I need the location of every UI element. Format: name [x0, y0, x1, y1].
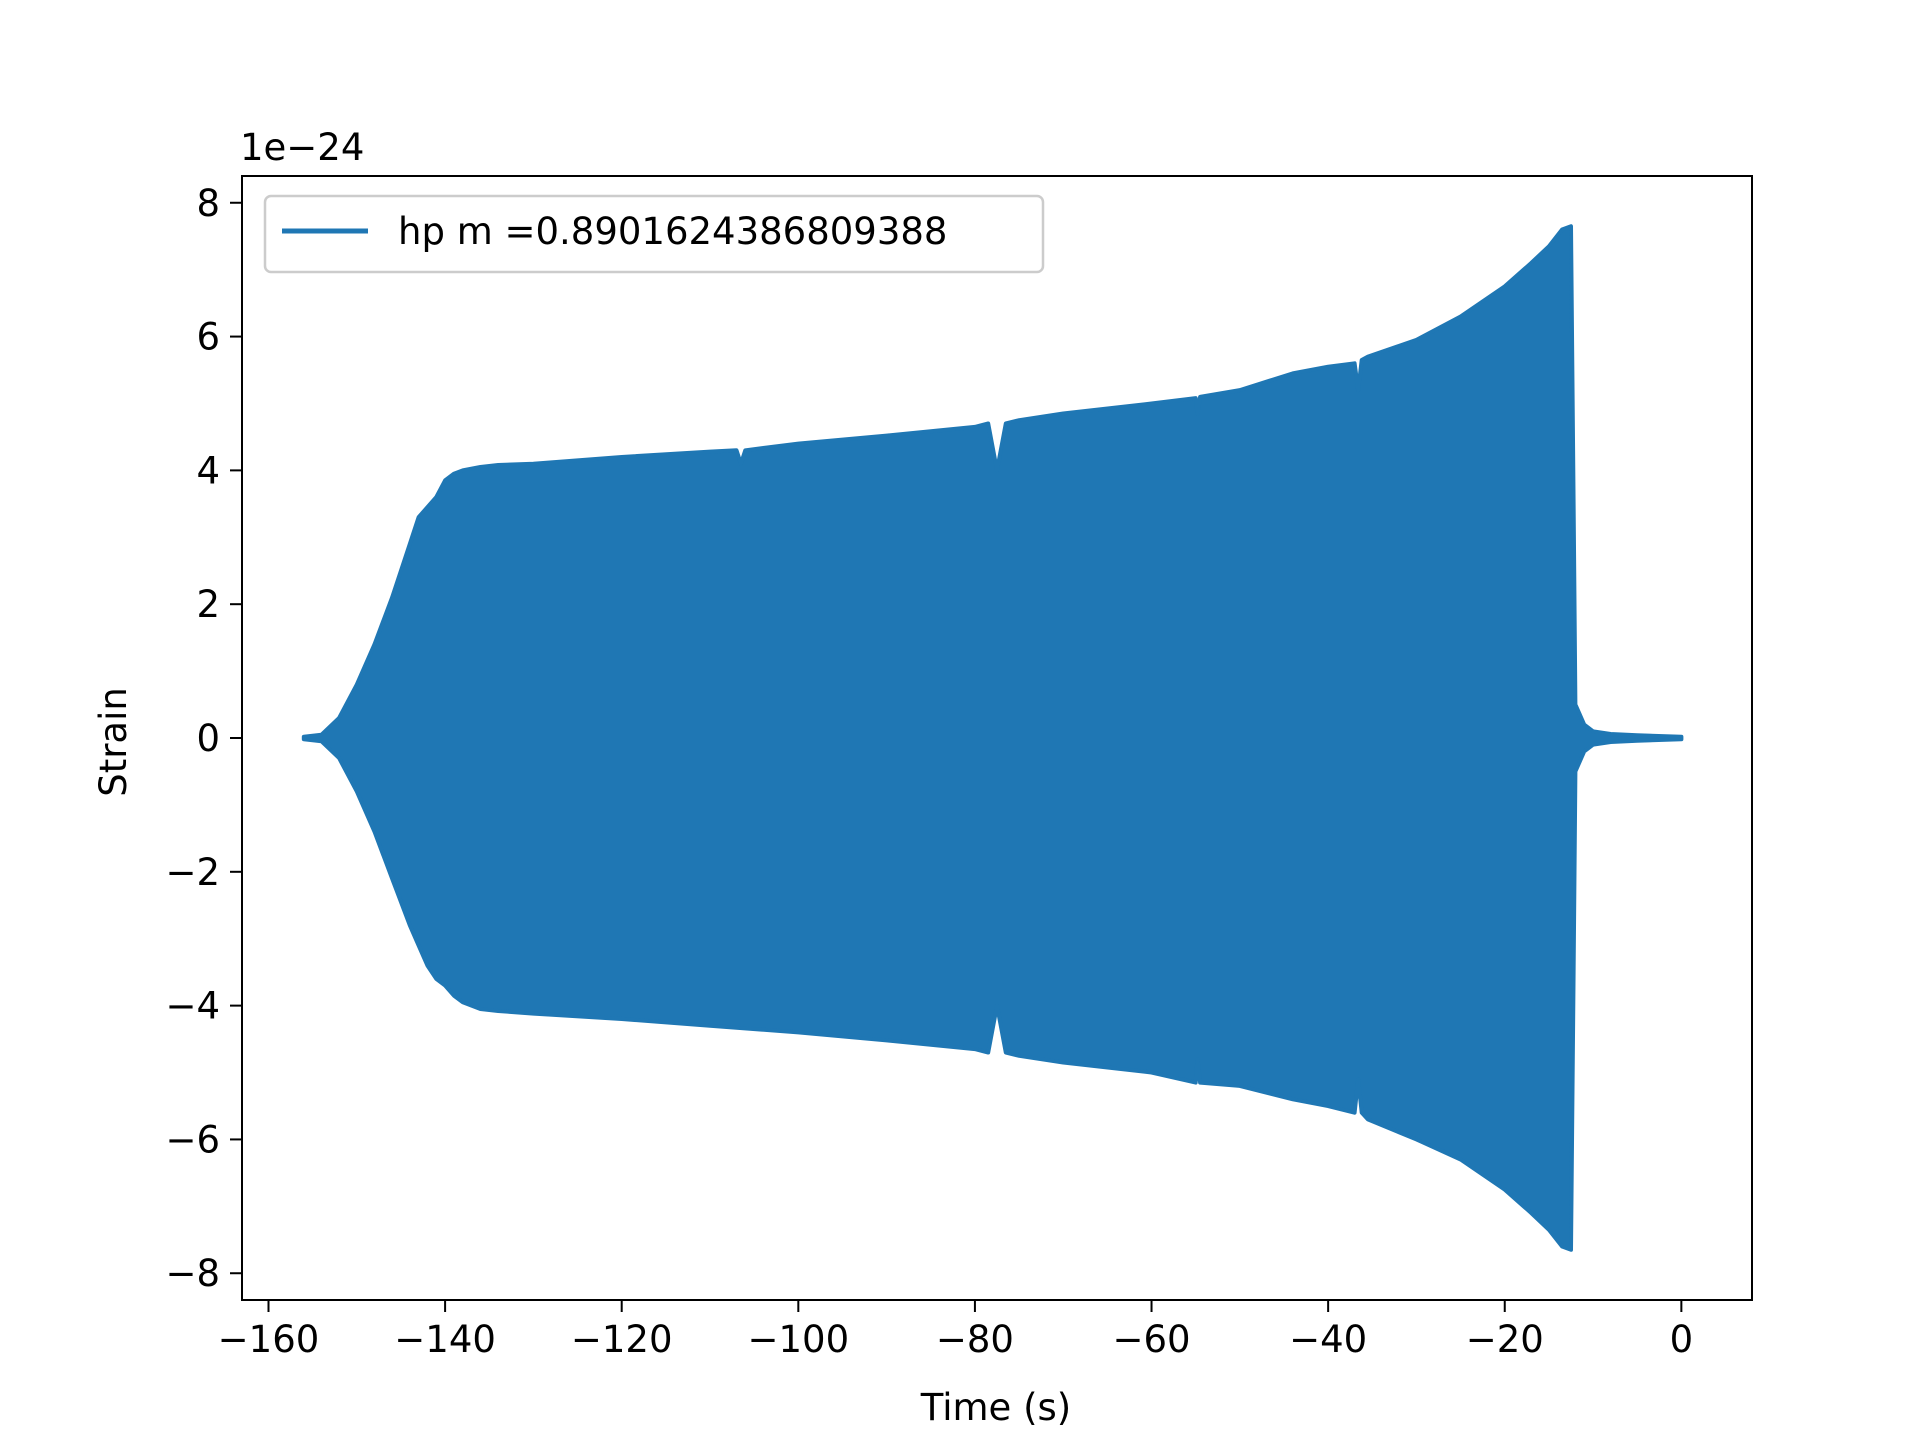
- x-tick-label: −140: [394, 1318, 496, 1361]
- y-tick-label: 0: [196, 717, 220, 760]
- y-tick-label: −4: [165, 985, 220, 1028]
- x-tick-label: −60: [1112, 1318, 1190, 1361]
- y-tick-label: 2: [196, 583, 220, 626]
- y-axis-label: Strain: [92, 687, 135, 797]
- y-tick-label: 4: [196, 449, 220, 492]
- x-axis-label: Time (s): [920, 1386, 1071, 1429]
- x-tick-label: −40: [1289, 1318, 1367, 1361]
- x-tick-label: −100: [748, 1318, 850, 1361]
- y-offset-label: 1e−24: [240, 126, 364, 169]
- x-tick-label: −160: [218, 1318, 320, 1361]
- x-tick-label: 0: [1670, 1318, 1694, 1361]
- series-0-waveform: [301, 224, 1684, 1252]
- legend-frame: [263, 194, 1045, 274]
- y-tick-label: −8: [165, 1252, 220, 1295]
- y-tick-label: 8: [196, 182, 220, 225]
- plot-area: [301, 224, 1684, 1252]
- y-tick-label: 6: [196, 316, 220, 359]
- y-tick-label: −2: [165, 851, 220, 894]
- axes: −160 −140 −120 −100 −80 −60 −40 −20 0−8−6−4−2024…: [165, 175, 1753, 1361]
- x-tick-label: −80: [936, 1318, 1014, 1361]
- x-tick-label: −120: [571, 1318, 673, 1361]
- y-tick-label: −6: [165, 1118, 220, 1161]
- legend: hp m =0.8901624386809388: [263, 194, 1045, 274]
- x-tick-label: −20: [1466, 1318, 1544, 1361]
- legend-label-series-0: hp m =0.8901624386809388: [398, 210, 947, 253]
